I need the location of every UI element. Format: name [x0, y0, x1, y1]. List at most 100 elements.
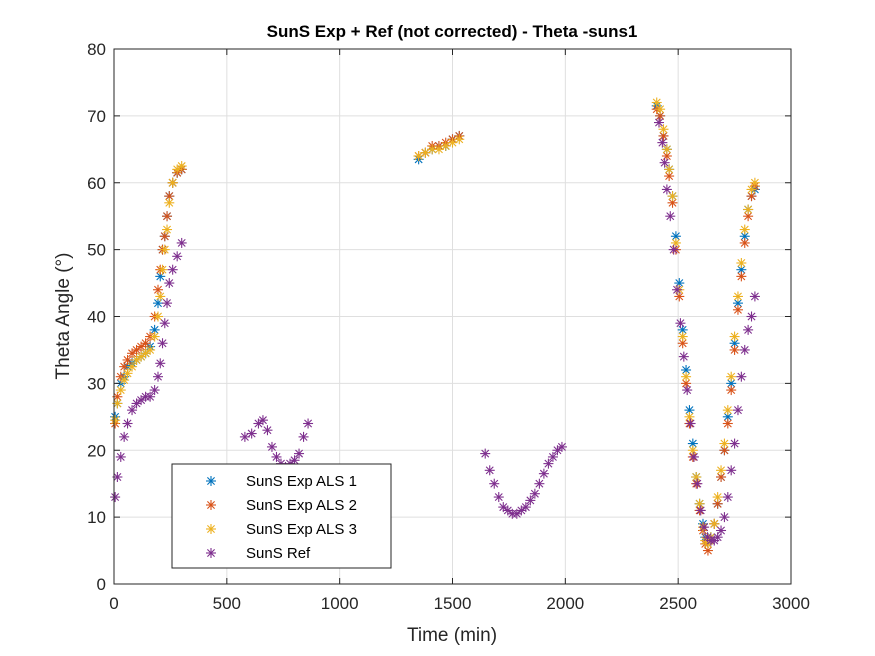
data-point [746, 311, 757, 322]
y-tick-label: 30 [87, 374, 106, 393]
x-tick-label: 1000 [321, 594, 359, 613]
data-point [480, 448, 491, 459]
data-point [682, 385, 693, 396]
tick-labels: 0 500 1000 1500 2000 2500 3000 0 10 20 30 40 50 60 70 8… [87, 40, 810, 613]
data-point [525, 495, 536, 506]
data-point [729, 331, 740, 342]
data-point [719, 512, 730, 523]
data-point [454, 134, 465, 145]
x-tick-label: 2500 [659, 594, 697, 613]
data-point [153, 298, 164, 309]
x-axis-label: Time (min) [407, 625, 497, 646]
data-point [122, 418, 133, 429]
data-point [159, 231, 170, 242]
data-point [655, 104, 666, 115]
data-point [749, 291, 760, 302]
data-point [153, 284, 164, 295]
data-point [110, 415, 121, 426]
data-point [159, 318, 170, 329]
data-point [726, 385, 737, 396]
data-point [678, 351, 689, 362]
legend-label: SunS Ref [246, 545, 311, 562]
data-point [722, 418, 733, 429]
data-point [294, 448, 305, 459]
data-point [739, 344, 750, 355]
legend-marker [206, 548, 216, 558]
data-point [556, 441, 567, 452]
data-point [739, 224, 750, 235]
data-point [520, 502, 531, 513]
data-point [153, 311, 164, 322]
data-point [675, 318, 686, 329]
data-point [712, 498, 723, 509]
data-point [489, 478, 500, 489]
data-point [167, 264, 178, 275]
data-point [115, 385, 126, 396]
y-axis-label: Theta Angle (°) [53, 253, 74, 380]
data-point [668, 244, 679, 255]
y-tick-label: 80 [87, 40, 106, 59]
data-point [172, 251, 183, 262]
data-point [157, 264, 168, 275]
data-point [145, 391, 156, 402]
data-point [162, 224, 173, 235]
data-point [176, 237, 187, 248]
data-point [749, 177, 760, 188]
x-tick-label: 0 [109, 594, 118, 613]
data-point [262, 425, 273, 436]
data-point [162, 211, 173, 222]
data-point [122, 354, 133, 365]
data-point [726, 371, 737, 382]
data-point [695, 505, 706, 516]
data-point [692, 478, 703, 489]
data-point [140, 338, 151, 349]
data-point [176, 161, 187, 172]
data-point [149, 385, 160, 396]
x-tick-label: 2000 [546, 594, 584, 613]
y-tick-label: 60 [87, 174, 106, 193]
data-point [667, 197, 678, 208]
data-point [246, 428, 257, 439]
legend-marker [206, 524, 216, 534]
data-point [684, 411, 695, 422]
data-point [716, 465, 727, 476]
data-point [659, 157, 670, 168]
legend: SunS Exp ALS 1 SunS Exp ALS 2 SunS Exp ALS… [171, 463, 392, 569]
data-point [732, 304, 743, 315]
data-point [538, 468, 549, 479]
data-point [661, 144, 672, 155]
x-tick-label: 500 [213, 594, 241, 613]
data-point [511, 508, 522, 519]
data-point [157, 338, 168, 349]
data-point [665, 211, 676, 222]
x-tick-label: 3000 [772, 594, 810, 613]
data-point [726, 465, 737, 476]
data-point [661, 184, 672, 195]
ticks [113, 48, 792, 585]
data-point [736, 258, 747, 268]
data-point [136, 341, 147, 352]
data-point [529, 488, 540, 499]
data-point [743, 324, 754, 335]
data-point [651, 97, 662, 108]
data-point [709, 518, 720, 529]
legend-marker [206, 500, 216, 510]
data-point [440, 140, 451, 151]
data-point [498, 502, 509, 513]
data-point [732, 291, 743, 302]
data-point [729, 344, 740, 355]
y-tick-label: 40 [87, 308, 106, 327]
y-tick-label: 50 [87, 241, 106, 260]
data-point [688, 451, 699, 462]
data-point [153, 371, 164, 382]
data-point [716, 472, 727, 482]
data-point [736, 371, 747, 382]
data-point [739, 231, 750, 242]
data-point [167, 177, 178, 188]
data-point [164, 197, 175, 208]
data-point [266, 441, 277, 452]
data-point [145, 344, 156, 355]
legend-label: SunS Exp ALS 3 [246, 521, 357, 538]
data-point [140, 348, 151, 359]
data-point [664, 164, 675, 175]
